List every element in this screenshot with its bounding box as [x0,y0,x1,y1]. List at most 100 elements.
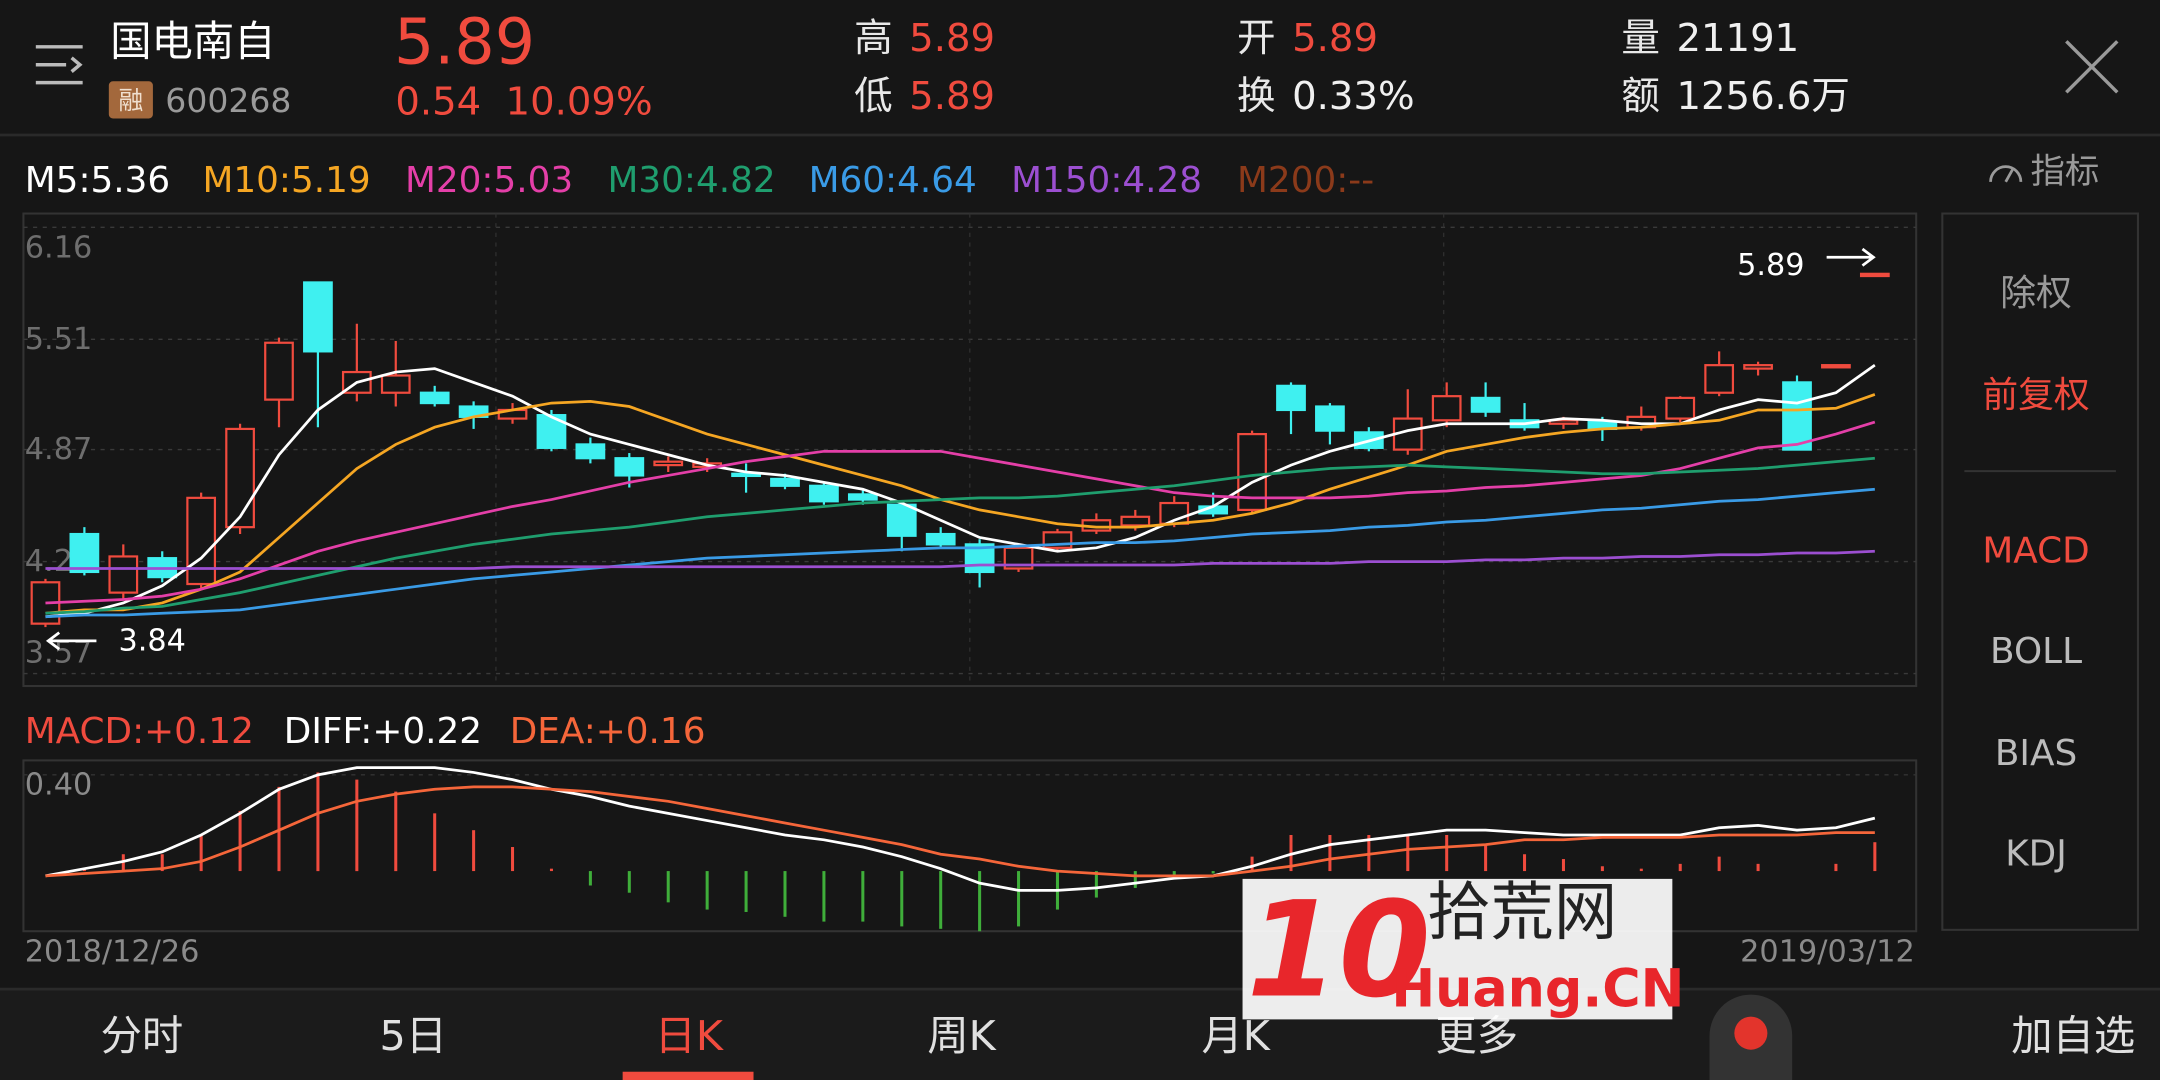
macd-line [45,785,1875,878]
y-tick-label: 0.40 [25,768,92,803]
candle-body [1315,405,1345,432]
ma-line [45,549,1875,570]
candle-body [1704,364,1735,394]
legend-entry: M5:5.36 [25,160,170,201]
tab[interactable]: 5日 [379,1012,447,1060]
watermark-site: 拾荒网 [1427,875,1617,949]
candle-body [419,391,450,405]
ma-line [45,420,1876,605]
watermark-domain: Huang.CN [1391,959,1684,1020]
stat-value: 0.33% [1292,74,1415,119]
candle-body [303,281,333,353]
active-tab-indicator [622,1071,754,1080]
stat-label: 高 [854,16,893,61]
candle-body [925,532,956,546]
candle-body [886,503,917,537]
stat-label: 换 [1237,74,1276,119]
close-icon[interactable] [2065,40,2119,94]
candle-body [731,472,761,478]
x-tick-label: 2018/12/26 [25,934,200,969]
watermark-number: 10 [1247,874,1431,1028]
tab[interactable]: 加自选 [2011,1012,2135,1060]
stock-code: 600268 [165,81,291,120]
side-menu-item[interactable]: BIAS [1995,733,2077,774]
legend-entry: M10:5.19 [203,160,371,201]
candle-body [1548,419,1579,425]
side-menu-item[interactable]: BOLL [1990,631,2082,672]
max-marker-label: 5.89 [1737,248,1804,283]
tab[interactable]: 周K [927,1012,996,1060]
candle-body [186,496,217,586]
x-tick-label: 2019/03/12 [1740,934,1915,969]
max-marker-arrow [1826,247,1876,267]
macd-line [45,766,1876,892]
candle-body [1470,396,1501,413]
ma-line [45,487,1875,619]
indicator-button[interactable]: 指标 [2031,152,2100,192]
side-frame [1941,212,2139,931]
tab[interactable]: 日K [655,1012,724,1060]
min-marker-arrow [45,631,97,651]
indicator-icon[interactable] [1989,165,2023,183]
legend-entry: M150:4.28 [1011,160,1202,201]
y-tick-label: 6.16 [25,230,92,265]
legend-entry: M200:-- [1237,160,1374,201]
candle-body [108,555,139,594]
legend-entry: MACD:+0.12 [25,711,254,752]
candle-body [1743,364,1773,370]
candle-body [653,460,684,467]
side-menu-item[interactable]: MACD [1982,531,2089,572]
min-marker-label: 3.84 [118,623,185,658]
menu-icon[interactable] [35,45,83,85]
legend-entry: M20:5.03 [405,160,573,201]
tab[interactable]: 月K [1201,1012,1270,1060]
watermark-bg [1242,878,1673,1020]
badge-bg [108,81,153,119]
badge: 融 [118,86,143,115]
side-menu-item[interactable]: 除权 [2000,273,2072,314]
tab[interactable]: 分时 [101,1012,184,1060]
candle-body [1120,515,1151,527]
candle-body [1859,272,1890,278]
price: 5.89 [394,4,535,78]
candle-body [770,477,800,487]
candle-body [1431,395,1462,422]
legend-entry: M60:4.64 [809,160,977,201]
stat-value: 5.89 [1292,16,1378,61]
y-tick-label: 4.87 [25,432,92,467]
stat-value: 5.89 [909,74,995,119]
ma-line [45,393,1876,615]
change: 0.54 [395,79,481,124]
candle-body [1782,381,1812,451]
candle-body [614,457,645,477]
stock-name: 国电南自 [110,17,275,65]
candle-body [1821,364,1851,369]
legend-entry: M30:4.82 [608,160,776,201]
y-tick-label: 5.51 [25,322,92,357]
legend-entry: DEA:+0.16 [510,711,706,752]
ma-line [45,364,1876,619]
tab-bar [0,989,2160,1080]
stat-value: 5.89 [909,16,995,61]
stat-label: 额 [1621,74,1660,119]
stat-label: 量 [1621,16,1660,61]
candle-body [575,443,606,460]
candle-body [1276,384,1306,412]
candle-body [809,484,839,503]
candle-body [264,341,294,401]
side-menu-item[interactable]: 前复权 [1982,375,2089,416]
candle-body [1665,396,1696,420]
assistant-button[interactable] [1709,994,1793,1080]
side-menu-item[interactable]: KDJ [2005,834,2067,875]
legend-entry: DIFF:+0.22 [284,711,482,752]
stat-value: 1256.6万 [1676,74,1850,119]
tab[interactable]: 更多 [1435,1012,1518,1060]
candle-body [847,493,878,501]
macd-frame [22,759,1918,933]
stat-label: 低 [854,74,893,119]
candle-body [69,532,100,574]
change-pct: 10.09% [506,79,653,124]
candle-body [380,374,411,394]
